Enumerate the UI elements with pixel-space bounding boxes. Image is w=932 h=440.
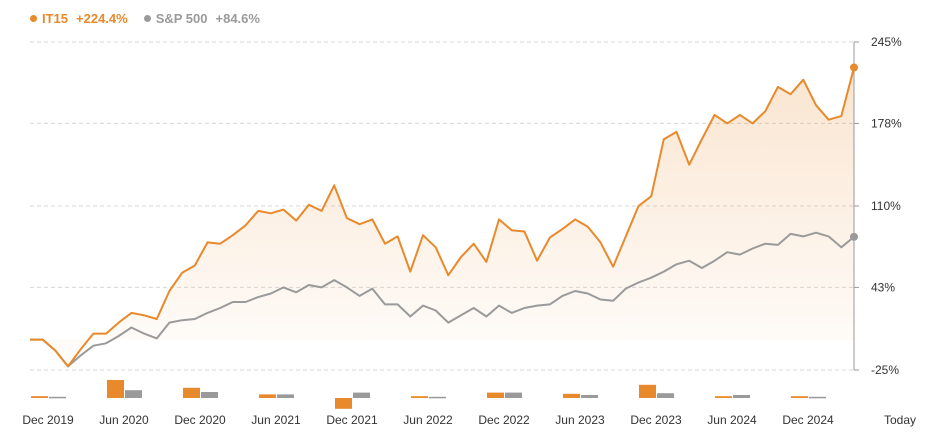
sp500-period-bar (125, 390, 142, 398)
sp500-period-bar (353, 392, 370, 398)
y-tick-label: 110% (871, 199, 901, 213)
x-tick-label: Jun 2020 (99, 413, 149, 427)
sp500-period-bar (809, 396, 826, 399)
it15-period-bar (487, 392, 504, 398)
legend-value-it15: +224.4% (76, 10, 128, 26)
it15-period-bar (563, 393, 580, 398)
it15-period-bar (107, 380, 124, 398)
legend-name-it15: IT15 (42, 10, 69, 26)
x-tick-label: Dec 2021 (326, 413, 378, 427)
it15-period-bar (791, 396, 808, 398)
x-tick-label: Dec 2020 (174, 413, 226, 427)
bar-layer (31, 380, 826, 409)
legend-name-sp500: S&P 500 (155, 10, 208, 26)
legend-dot-sp500 (143, 14, 151, 22)
it15-line (30, 67, 855, 368)
y-tick-label: 178% (871, 116, 902, 130)
sp500-period-bar (429, 396, 446, 399)
it15-end-marker (850, 63, 858, 72)
legend-item-it15[interactable]: IT15 +224.4% (30, 11, 128, 26)
x-tick-label: Today (884, 413, 916, 427)
sp500-period-bar (581, 395, 598, 398)
legend-item-sp500[interactable]: S&P 500 +84.6% (143, 10, 260, 26)
sp500-period-bar (657, 393, 674, 398)
it15-period-bar (259, 394, 276, 398)
it15-period-bar (31, 396, 48, 398)
x-tick-label: Dec 2024 (782, 413, 834, 427)
y-tick-label: -25% (871, 363, 899, 377)
line-layer (30, 63, 858, 368)
x-tick-label: Dec 2019 (22, 413, 74, 427)
sp500-line (30, 231, 855, 368)
x-tick-label: Jun 2021 (251, 413, 301, 427)
y-tick-label: 43% (871, 280, 895, 294)
chart-legend: IT15 +224.4% S&P 500 +84.6% (30, 8, 276, 28)
it15-period-bar (639, 384, 656, 398)
it15-period-bar (335, 398, 352, 409)
it15-period-bar (715, 396, 732, 398)
sp500-period-bar (733, 395, 750, 398)
sp500-period-bar (201, 392, 218, 398)
sp500-end-marker (850, 232, 858, 241)
it15-period-bar (183, 387, 200, 398)
x-tick-label: Jun 2022 (403, 413, 453, 427)
x-tick-label: Jun 2024 (707, 413, 757, 427)
sp500-period-bar (277, 394, 294, 398)
x-tick-label: Dec 2023 (630, 413, 682, 427)
sp500-period-bar (505, 392, 522, 398)
legend-dot-it15 (30, 14, 37, 22)
label-layer: 245% 178% 110% 43% -25% Dec 2019 Jun 2020 Dec 2… (22, 35, 916, 427)
area-layer (30, 67, 854, 367)
x-tick-label: Dec 2022 (478, 413, 530, 427)
y-tick-label: 245% (871, 35, 902, 49)
it15-period-bar (411, 396, 428, 398)
it15-area-fill (30, 67, 854, 367)
sp500-period-bar (49, 396, 66, 399)
legend-value-sp500: +84.6% (215, 10, 260, 26)
x-tick-label: Jun 2023 (555, 413, 605, 427)
